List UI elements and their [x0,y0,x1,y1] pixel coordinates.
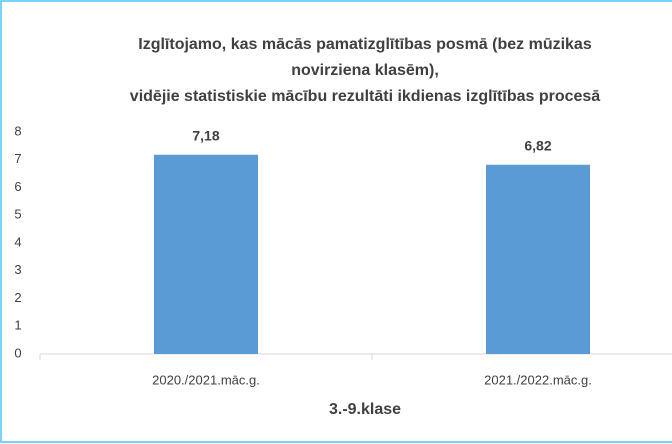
y-tick-label: 2 [14,290,21,305]
data-label: 7,18 [192,127,219,143]
x-tick-label: 2020./2021.māc.g. [152,372,260,387]
y-tick-label: 6 [14,179,21,194]
y-tick-label: 5 [14,207,21,222]
x-axis-title: 3.-9.klase [329,401,401,418]
bar [486,164,590,354]
chart-title: novirziena klasēm), [291,62,439,79]
y-tick-label: 0 [14,345,21,360]
y-tick-label: 7 [14,151,21,166]
chart-title: Izglītojamo, kas mācās pamatizglītības p… [138,36,592,53]
y-tick-label: 1 [14,318,21,333]
data-label: 6,82 [524,137,551,153]
y-tick-label: 4 [14,234,21,249]
bar [154,154,258,354]
y-tick-label: 8 [14,123,21,138]
y-tick-label: 3 [14,262,21,277]
x-tick-label: 2021./2022.māc.g. [484,372,592,387]
chart-title: vidējie statistiskie mācību rezultāti ik… [130,88,601,105]
